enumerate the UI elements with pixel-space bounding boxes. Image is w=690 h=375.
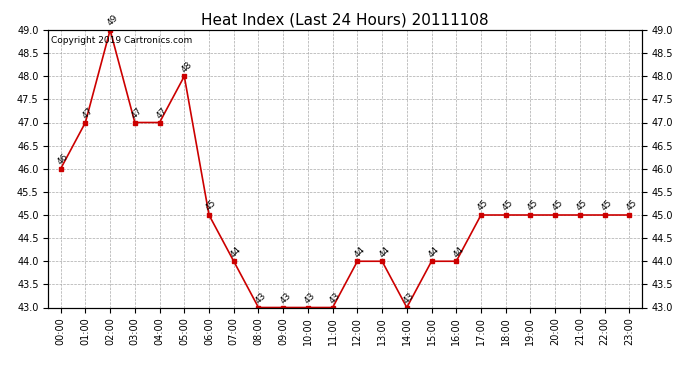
- Text: Copyright 2019 Cartronics.com: Copyright 2019 Cartronics.com: [51, 36, 193, 45]
- Text: 43: 43: [303, 291, 317, 305]
- Text: 44: 44: [229, 244, 243, 259]
- Text: 43: 43: [278, 291, 293, 305]
- Text: 43: 43: [253, 291, 268, 305]
- Text: 44: 44: [426, 244, 441, 259]
- Text: 44: 44: [451, 244, 466, 259]
- Text: 44: 44: [353, 244, 367, 259]
- Text: 45: 45: [624, 198, 639, 213]
- Text: 44: 44: [377, 244, 391, 259]
- Text: 43: 43: [402, 291, 416, 305]
- Text: 49: 49: [105, 13, 119, 28]
- Text: 45: 45: [550, 198, 564, 213]
- Text: 46: 46: [56, 152, 70, 166]
- Text: 45: 45: [526, 198, 540, 213]
- Title: Heat Index (Last 24 Hours) 20111108: Heat Index (Last 24 Hours) 20111108: [201, 12, 489, 27]
- Text: 45: 45: [600, 198, 614, 213]
- Text: 45: 45: [476, 198, 491, 213]
- Text: 45: 45: [575, 198, 589, 213]
- Text: 47: 47: [130, 106, 144, 120]
- Text: 48: 48: [179, 60, 194, 74]
- Text: 47: 47: [81, 106, 95, 120]
- Text: 43: 43: [328, 291, 342, 305]
- Text: 45: 45: [501, 198, 515, 213]
- Text: 47: 47: [155, 106, 169, 120]
- Text: 45: 45: [204, 198, 219, 213]
